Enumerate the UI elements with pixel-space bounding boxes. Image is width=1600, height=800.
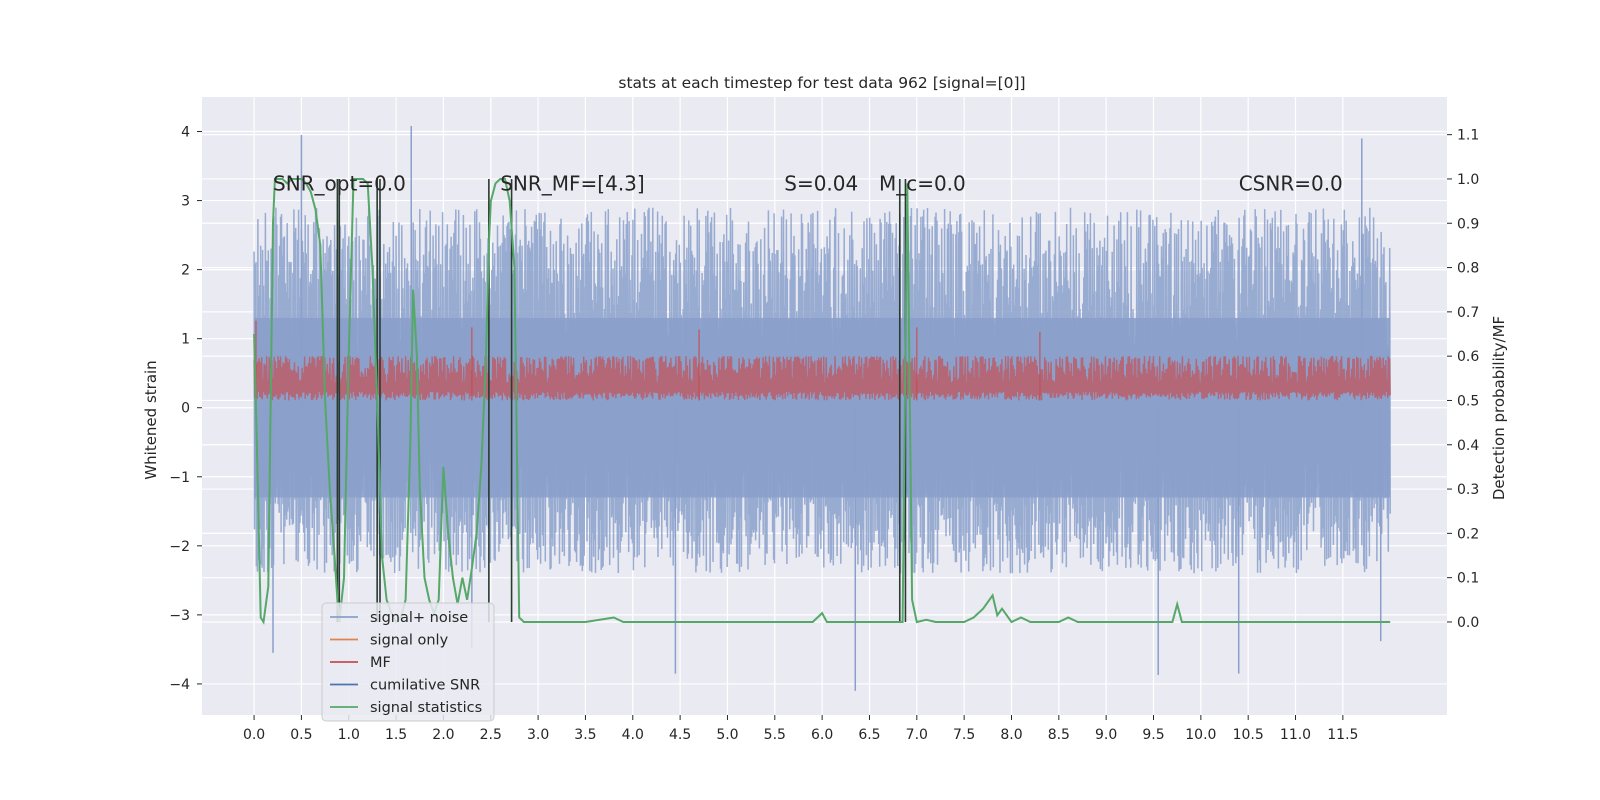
x-tick-label: 4.5 [669, 727, 691, 743]
x-tick-label: 10.5 [1233, 727, 1264, 743]
x-tick-label: 4.0 [622, 727, 644, 743]
x-tick-label: 9.5 [1142, 727, 1164, 743]
annotation: S=0.04 [784, 171, 858, 195]
y-axis-label: Whitened strain [142, 360, 160, 479]
y-tick-label: −4 [169, 677, 190, 693]
legend-label: signal only [370, 633, 449, 649]
y2-tick-label: 0.0 [1457, 615, 1479, 631]
legend-label: cumilative SNR [370, 678, 480, 694]
annotation: M_c=0.0 [879, 171, 966, 195]
x-tick-label: 3.0 [527, 727, 549, 743]
y-tick-label: −2 [169, 539, 190, 555]
y2-axis-label: Detection probability/MF [1490, 316, 1508, 500]
y-axis-left: −4 −3 −2 −1 0 1 2 3 4 [169, 125, 202, 693]
y-axis-right: 0.0 0.1 0.2 0.3 0.4 0.5 0.6 0.7 0.8 0.9 1.0 1.1 [1447, 128, 1479, 631]
y2-tick-label: 0.4 [1457, 438, 1479, 454]
y-tick-label: 3 [181, 194, 190, 210]
y2-tick-label: 0.3 [1457, 482, 1479, 498]
y-tick-label: 4 [181, 125, 190, 141]
y2-tick-label: 0.9 [1457, 216, 1479, 232]
vertical-markers [336, 178, 907, 622]
annotation: SNR_MF=[4.3] [500, 171, 644, 195]
x-tick-label: 10.0 [1185, 727, 1216, 743]
x-tick-label: 7.5 [953, 727, 975, 743]
signal-statistics-line [253, 178, 1391, 625]
x-tick-label: 8.0 [1000, 727, 1022, 743]
chart-title: stats at each timestep for test data 962… [618, 74, 1025, 92]
y2-tick-label: 0.2 [1457, 526, 1479, 542]
y-tick-label: −3 [169, 608, 190, 624]
legend-label: signal statistics [370, 700, 482, 716]
x-tick-label: 1.0 [338, 727, 360, 743]
y2-tick-label: 0.1 [1457, 571, 1479, 587]
x-tick-label: 5.5 [764, 727, 786, 743]
x-tick-label: 0.0 [243, 727, 265, 743]
y2-tick-label: 0.6 [1457, 349, 1479, 365]
x-tick-label: 7.0 [906, 727, 928, 743]
legend-label: MF [370, 655, 391, 671]
y2-tick-label: 0.8 [1457, 261, 1479, 277]
x-tick-label: 0.5 [290, 727, 312, 743]
annotations: SNR_opt=0.0 SNR_MF=[4.3] S=0.04 M_c=0.0 CSNR… [273, 171, 1343, 195]
x-tick-label: 2.5 [480, 727, 502, 743]
x-tick-label: 11.5 [1327, 727, 1358, 743]
y-tick-label: 0 [181, 401, 190, 417]
annotation: SNR_opt=0.0 [273, 171, 406, 195]
x-tick-label: 1.5 [385, 727, 407, 743]
x-tick-label: 8.5 [1048, 727, 1070, 743]
y2-tick-label: 0.5 [1457, 393, 1479, 409]
legend-label: signal+ noise [370, 610, 468, 626]
mf-line [253, 356, 1391, 401]
x-tick-label: 9.0 [1095, 727, 1117, 743]
x-tick-label: 6.5 [858, 727, 880, 743]
signal-plus-noise-core [254, 317, 1391, 498]
x-tick-label: 3.5 [574, 727, 596, 743]
y-tick-label: 1 [181, 332, 190, 348]
y2-tick-label: 1.1 [1457, 128, 1479, 144]
x-axis: 0.0 0.5 1.0 1.5 2.0 2.5 3.0 3.5 4.0 4.5 5.0 5.5 6.0 6… [243, 715, 1358, 743]
x-tick-label: 11.0 [1280, 727, 1311, 743]
x-tick-label: 5.0 [716, 727, 738, 743]
x-tick-label: 6.0 [811, 727, 833, 743]
legend: signal+ noise signal only MF cumilative SNR… [321, 602, 495, 722]
y-tick-label: 2 [181, 263, 190, 279]
y2-tick-label: 0.7 [1457, 305, 1479, 321]
legend-box [321, 602, 495, 722]
y-tick-label: −1 [169, 470, 190, 486]
y2-tick-label: 1.0 [1457, 172, 1479, 188]
annotation: CSNR=0.0 [1239, 171, 1343, 195]
x-tick-label: 2.0 [432, 727, 454, 743]
series-signal-statistics [253, 178, 1391, 625]
